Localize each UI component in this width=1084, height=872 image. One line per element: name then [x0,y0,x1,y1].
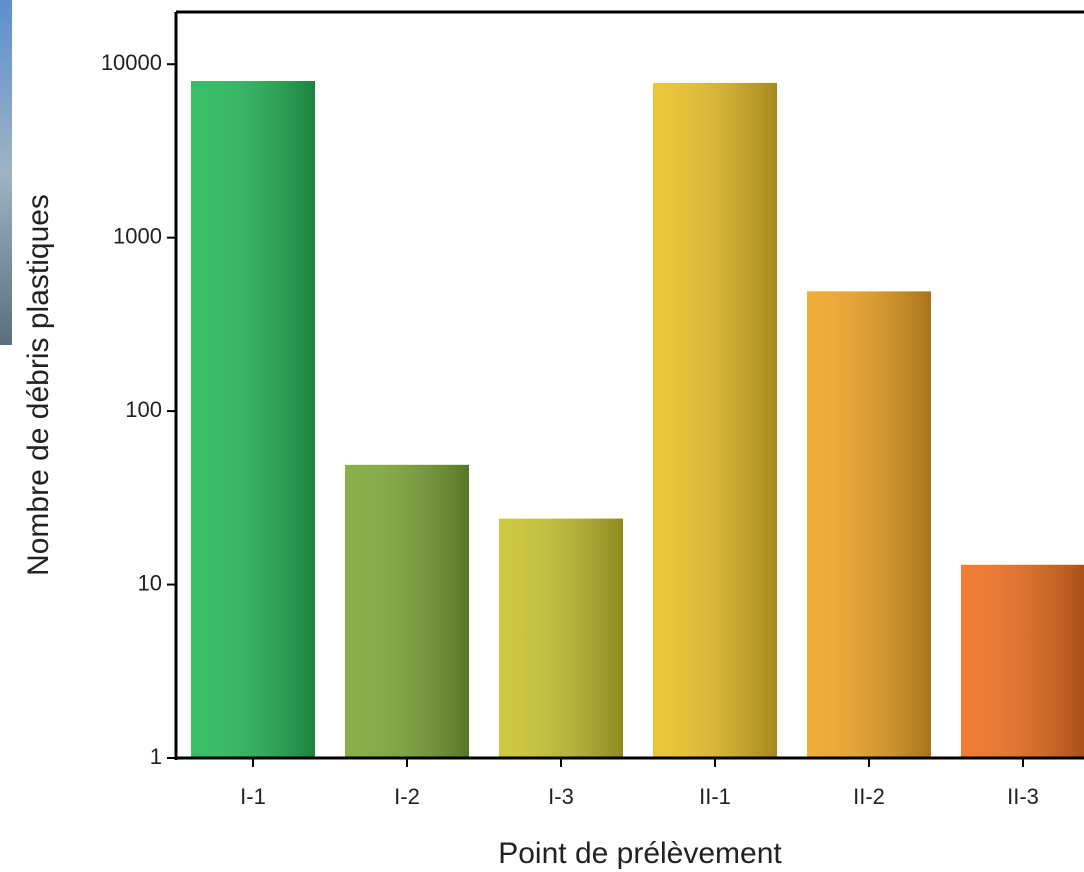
bar-shade [499,518,623,758]
x-axis-title: Point de prélèvement [498,837,782,870]
bar-shade [345,464,469,758]
bar-shade [191,81,315,759]
x-tick-label: II-2 [853,784,885,809]
x-tick-label: I-3 [548,784,574,809]
x-tick-label: II-3 [1007,784,1039,809]
x-tick-label: I-1 [240,784,266,809]
y-tick-label: 10000 [101,50,162,75]
bar-shade [807,291,931,758]
y-tick-label: 100 [125,397,162,422]
y-tick-label: 1000 [113,223,162,248]
x-tick-label: II-1 [699,784,731,809]
y-tick-label: 1 [150,744,162,769]
bar-shade [961,564,1084,758]
x-tick-label: I-2 [394,784,420,809]
y-axis-title: Nombre de débris plastiques [22,194,55,576]
y-tick-label: 10 [138,570,162,595]
bar-shade [653,82,777,759]
photo-strip [0,0,12,345]
